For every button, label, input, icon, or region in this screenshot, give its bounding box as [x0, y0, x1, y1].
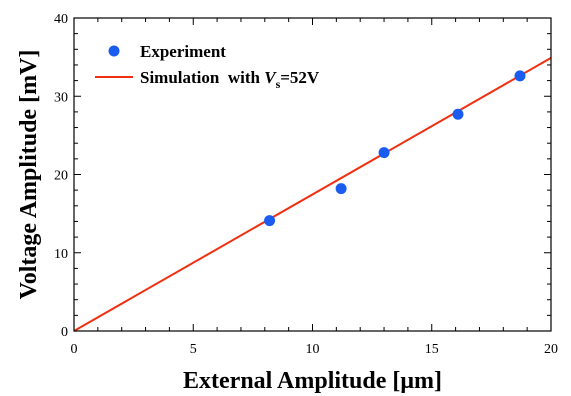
y-tick-label: 0 [61, 325, 68, 340]
x-tick-label: 10 [306, 342, 320, 357]
y-tick-label: 20 [54, 169, 68, 184]
simulation-line [73, 57, 552, 332]
legend-label-simulation-var: V [264, 68, 277, 87]
series-layer [73, 57, 552, 332]
x-tick-label: 15 [425, 342, 439, 357]
experiment-point [335, 183, 347, 195]
y-tick-label: 10 [54, 247, 68, 262]
legend-label-experiment: Experiment [140, 42, 226, 61]
plot-frame [73, 17, 552, 332]
experiment-point [264, 215, 276, 227]
y-axis-title: Voltage Amplitude [mV] [16, 50, 42, 300]
x-tick-label: 0 [71, 342, 78, 357]
ticks-layer: 0 5 10 15 20 0 10 20 30 40 [54, 12, 558, 357]
legend: Experiment Simulation with Vs=52V [95, 42, 320, 91]
legend-marker-experiment [108, 45, 120, 57]
y-tick-label: 30 [54, 90, 68, 105]
experiment-point [514, 70, 526, 82]
experiment-point [378, 147, 390, 159]
legend-label-simulation: Simulation with Vs=52V [140, 68, 320, 91]
legend-label-simulation-sub: s [276, 77, 281, 91]
legend-label-simulation-suffix: =52V [280, 68, 320, 87]
legend-label-simulation-prefix: Simulation with [140, 68, 264, 87]
y-tick-label: 40 [54, 12, 68, 27]
x-axis-title: External Amplitude [μm] [183, 368, 442, 394]
x-tick-label: 20 [544, 342, 558, 357]
x-tick-label: 5 [190, 342, 197, 357]
experiment-point [452, 108, 464, 120]
